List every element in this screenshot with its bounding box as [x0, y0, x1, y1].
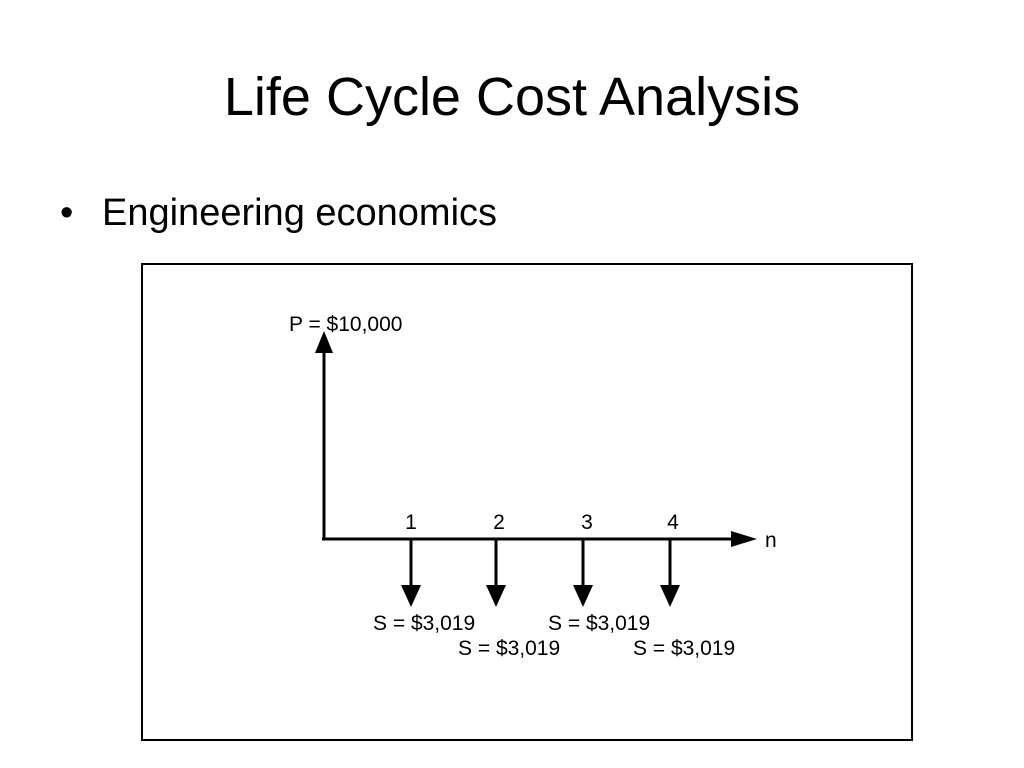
- slide-title: Life Cycle Cost Analysis: [223, 67, 801, 127]
- payment-label-2: S = $3,019: [458, 637, 560, 660]
- bullet-text: Engineering economics: [102, 192, 498, 234]
- bullet-item: • Engineering economics: [60, 188, 497, 238]
- present-value-label: P = $10,000: [289, 313, 402, 336]
- period-label-4: 4: [667, 511, 679, 534]
- bullet-list: • Engineering economics: [60, 188, 497, 238]
- payment-label-1: S = $3,019: [373, 612, 475, 635]
- payment-arrow-head-4: [660, 585, 680, 607]
- payment-label-4: S = $3,019: [633, 637, 735, 660]
- payment-arrow-head-1: [401, 585, 421, 607]
- present-value-arrow-head: [315, 331, 333, 353]
- bullet-marker: •: [60, 192, 74, 234]
- payment-arrow-head-3: [573, 585, 593, 607]
- period-label-3: 3: [581, 511, 593, 534]
- cash-flow-diagram: P = $10,000 n 1 S = $3,019 2 S = $3,019 …: [289, 313, 777, 660]
- time-axis-arrow-head: [731, 531, 757, 547]
- period-label-2: 2: [493, 511, 505, 534]
- payment-arrow-head-2: [486, 585, 506, 607]
- payment-label-3: S = $3,019: [548, 612, 650, 635]
- cash-flow-figure: P = $10,000 n 1 S = $3,019 2 S = $3,019 …: [141, 263, 913, 741]
- time-axis-label: n: [765, 529, 777, 552]
- period-label-1: 1: [405, 511, 417, 534]
